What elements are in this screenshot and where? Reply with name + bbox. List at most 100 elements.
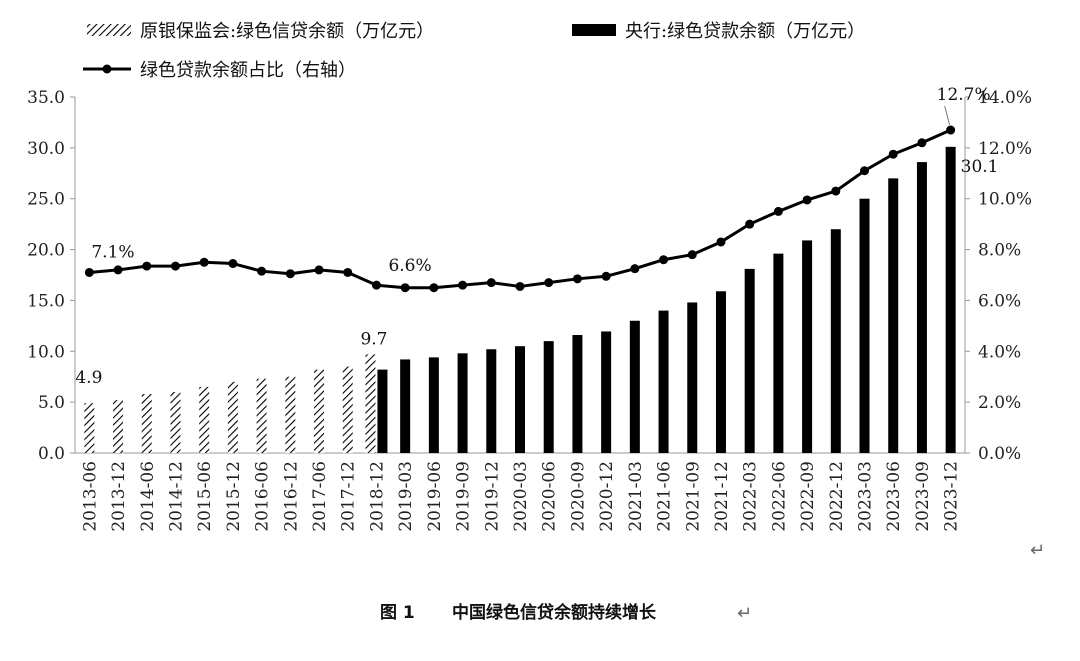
x-tick-label: 2019-09	[454, 461, 474, 532]
x-tick-label: 2023-06	[884, 461, 904, 532]
line-point	[429, 283, 439, 293]
caption-figure-number: 图 1	[380, 603, 415, 623]
line-point	[458, 280, 468, 290]
line-point	[544, 278, 554, 288]
bar-solid	[773, 253, 784, 453]
legend-swatch-hatched	[87, 24, 131, 36]
bar-hatched	[141, 394, 152, 453]
x-tick-label: 2019-03	[396, 461, 416, 532]
caption-title: 中国绿色信贷余额持续增长	[452, 602, 657, 623]
bar-solid	[802, 240, 813, 453]
bar-hatched	[256, 378, 267, 453]
x-tick-label: 2020-03	[511, 461, 531, 532]
line-point	[659, 255, 669, 265]
x-tick-label: 2019-06	[425, 461, 445, 532]
bar-hatched	[113, 400, 124, 453]
x-tick-label: 2015-06	[195, 461, 215, 532]
legend-label-hatched: 原银保监会:绿色信贷余额（万亿元）	[140, 21, 434, 42]
x-tick-label: 2023-03	[856, 461, 876, 532]
data-label: 30.1	[961, 157, 999, 177]
legend-swatch-solid	[572, 24, 616, 36]
data-label: 12.7%	[937, 85, 991, 105]
line-series	[84, 125, 956, 293]
bar-solid	[515, 346, 525, 453]
line-point	[113, 265, 123, 275]
x-tick-label: 2013-12	[109, 461, 129, 532]
right-tick-label: 4.0%	[978, 342, 1021, 362]
x-tick-label: 2023-09	[913, 461, 933, 532]
bar-hatched	[314, 369, 325, 453]
right-y-axis-ticks: 0.0% 2.0% 4.0% 6.0% 8.0% 10.0% 12.0% 14.0%	[965, 88, 1032, 464]
x-tick-label: 2018-12	[367, 461, 387, 532]
line-point	[285, 269, 295, 279]
x-tick-label: 2015-12	[224, 461, 244, 532]
figure-caption: 图 1 中国绿色信贷余额持续增长 ↵	[380, 602, 752, 624]
x-tick-label: 2021-06	[655, 461, 675, 532]
left-tick-label: 5.0	[38, 393, 65, 413]
data-label: 4.9	[75, 368, 102, 388]
line-point	[199, 257, 209, 267]
line-point	[84, 267, 94, 277]
bar-solid	[629, 320, 640, 453]
bar-solid	[945, 146, 956, 453]
data-label: 6.6%	[388, 256, 431, 276]
line-point	[601, 271, 611, 281]
bar-hatched	[342, 366, 353, 453]
line-point	[773, 206, 783, 216]
right-tick-label: 6.0%	[978, 291, 1021, 311]
bar-hatched	[285, 376, 296, 453]
line-point	[228, 259, 238, 269]
line-point	[142, 261, 152, 271]
legend-swatch-marker	[102, 64, 112, 74]
right-tick-label: 2.0%	[978, 393, 1021, 413]
legend-item-hatched: 原银保监会:绿色信贷余额（万亿元）	[87, 21, 434, 42]
x-tick-label: 2022-06	[769, 461, 789, 532]
x-tick-label: 2014-12	[166, 461, 186, 532]
legend-item-line: 绿色贷款余额占比（右轴）	[83, 60, 356, 81]
x-tick-label: 2022-09	[798, 461, 818, 532]
bar-solid	[572, 335, 583, 453]
bar-series	[84, 146, 956, 453]
bar-solid	[830, 229, 841, 453]
left-tick-label: 15.0	[27, 291, 65, 311]
bar-solid	[888, 178, 899, 453]
line-point	[314, 265, 324, 275]
legend-label-solid: 央行:绿色贷款余额（万亿元）	[625, 21, 865, 42]
x-tick-label: 2016-06	[253, 461, 273, 532]
bar-hatched	[227, 381, 238, 453]
left-tick-label: 0.0	[38, 444, 65, 464]
x-tick-label: 2013-06	[80, 461, 100, 532]
bar-solid	[486, 349, 497, 453]
caption-return-mark: ↵	[737, 603, 752, 624]
bar-hatched	[365, 354, 376, 453]
bar-solid	[744, 268, 755, 453]
line-point	[917, 138, 927, 148]
x-tick-label: 2017-06	[310, 461, 330, 532]
line-point	[745, 219, 755, 229]
bar-solid	[715, 291, 726, 453]
legend-item-solid: 央行:绿色贷款余额（万亿元）	[572, 21, 865, 42]
left-tick-label: 30.0	[27, 139, 65, 159]
line-point	[630, 264, 640, 274]
bar-solid	[428, 357, 439, 453]
left-tick-label: 20.0	[27, 241, 65, 261]
bar-solid	[601, 331, 612, 453]
bar-solid	[457, 353, 468, 453]
line-point	[371, 280, 381, 290]
data-label: 7.1%	[91, 242, 134, 262]
line-point	[802, 195, 812, 205]
line-point	[888, 149, 898, 159]
line-point	[400, 283, 410, 293]
data-label-leader	[944, 105, 951, 126]
bar-hatched	[199, 386, 210, 453]
line-point	[687, 250, 697, 260]
x-tick-label: 2022-03	[741, 461, 761, 532]
bar-solid	[859, 198, 870, 453]
x-tick-label: 2021-12	[712, 461, 732, 532]
line-point	[860, 166, 870, 176]
left-tick-label: 10.0	[27, 342, 65, 362]
data-label: 9.7	[360, 329, 387, 349]
line-path	[89, 128, 952, 290]
x-tick-label: 2021-03	[626, 461, 646, 532]
